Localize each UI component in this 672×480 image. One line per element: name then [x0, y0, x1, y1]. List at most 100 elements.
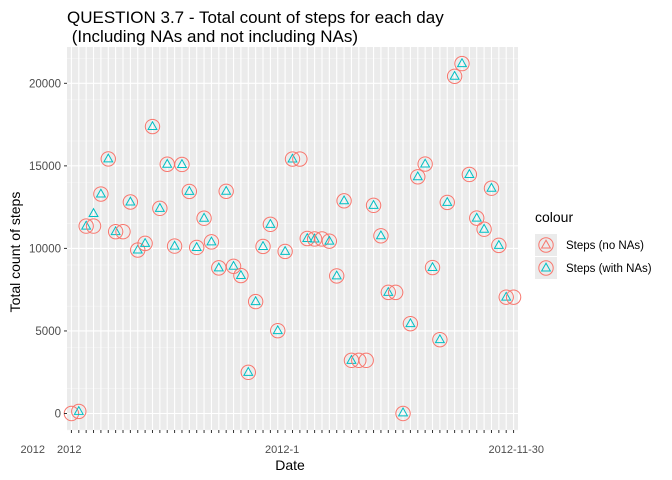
data-point-no-nas: [314, 231, 330, 247]
data-point-no-nas: [365, 197, 382, 214]
legend-triangle-marker: [540, 262, 552, 272]
data-point-no-nas: [329, 268, 345, 284]
data-point-no-nas: [270, 322, 286, 339]
legend-circle-marker: [538, 260, 554, 276]
data-point-with-nas: [206, 236, 217, 246]
data-point-with-nas: [309, 233, 320, 243]
data-point-no-nas: [152, 200, 168, 217]
data-point-no-nas: [417, 156, 433, 172]
data-point-with-nas: [272, 324, 284, 335]
y-tick-label: 20000: [29, 78, 61, 90]
data-point-no-nas: [218, 183, 234, 199]
y-tick-label: 5000: [35, 326, 61, 338]
data-point-no-nas: [262, 216, 279, 233]
data-point-with-nas: [500, 291, 512, 301]
data-point-no-nas: [461, 166, 478, 183]
data-point-no-nas: [410, 169, 426, 185]
data-point-with-nas: [464, 168, 475, 178]
data-point-with-nas: [73, 405, 85, 415]
legend-title: colour: [535, 209, 573, 225]
data-point-no-nas: [233, 267, 249, 284]
data-point-with-nas: [427, 261, 438, 272]
data-point-no-nas: [469, 210, 485, 226]
data-point-no-nas: [395, 405, 411, 422]
data-point-with-nas: [139, 237, 151, 247]
data-point-no-nas: [203, 234, 220, 250]
data-point-no-nas: [505, 289, 522, 305]
data-point-no-nas: [351, 352, 367, 369]
data-point-no-nas: [137, 235, 153, 252]
data-point-with-nas: [301, 232, 313, 242]
data-point-no-nas: [483, 180, 500, 196]
data-point-with-nas: [383, 286, 394, 296]
data-point-no-nas: [446, 68, 463, 84]
data-point-with-nas: [405, 317, 416, 328]
data-point-with-nas: [441, 196, 453, 206]
chart-title-line1: QUESTION 3.7 - Total count of steps for …: [67, 8, 444, 27]
x-tick-label: 2012-11-30: [489, 444, 544, 456]
data-point-with-nas: [220, 185, 232, 195]
data-point-no-nas: [255, 238, 271, 255]
y-tick-label: 10000: [29, 243, 61, 255]
data-point-with-nas: [147, 120, 158, 131]
data-point-with-nas: [257, 240, 269, 250]
data-point-no-nas: [196, 210, 212, 226]
data-point-with-nas: [478, 223, 490, 233]
data-point-with-nas: [471, 212, 482, 222]
y-axis-title: Total count of steps: [7, 192, 23, 313]
legend-triangle-marker: [540, 239, 552, 249]
data-point-with-nas: [154, 202, 166, 212]
data-point-with-nas: [125, 196, 136, 206]
data-point-with-nas: [449, 70, 460, 80]
data-point-with-nas: [169, 240, 180, 250]
data-point-no-nas: [277, 243, 293, 260]
y-tick-label: 15000: [29, 161, 61, 173]
data-point-no-nas: [358, 352, 374, 369]
data-point-no-nas: [439, 194, 455, 211]
data-point-no-nas: [166, 238, 183, 254]
data-point-with-nas: [368, 199, 379, 209]
data-point-no-nas: [93, 186, 109, 202]
data-point-no-nas: [424, 259, 441, 276]
data-point-with-nas: [419, 158, 431, 168]
data-point-with-nas: [103, 153, 114, 163]
data-point-with-nas: [397, 406, 409, 417]
data-point-with-nas: [456, 57, 468, 68]
data-point-no-nas: [100, 151, 116, 167]
x-axis-title: Date: [275, 457, 305, 473]
data-point-with-nas: [265, 218, 276, 228]
data-point-with-nas: [88, 207, 99, 217]
data-point-no-nas: [476, 221, 492, 237]
data-point-with-nas: [486, 182, 497, 192]
data-point-with-nas: [161, 158, 173, 168]
data-point-with-nas: [346, 354, 357, 364]
data-point-no-nas: [188, 239, 205, 256]
data-point-no-nas: [122, 194, 139, 210]
x-tick-label: 2012-1: [265, 444, 299, 456]
data-point-with-nas: [250, 295, 261, 306]
legend-label: Steps (with NAs): [566, 263, 652, 275]
data-point-with-nas: [110, 225, 121, 236]
data-point-no-nas: [321, 233, 338, 249]
data-point-no-nas: [211, 260, 227, 276]
data-point-with-nas: [176, 158, 188, 168]
data-point-no-nas: [454, 55, 470, 72]
data-point-no-nas: [380, 284, 397, 301]
data-point-with-nas: [95, 188, 107, 198]
x-tick-label: 2012: [57, 444, 81, 456]
data-point-with-nas: [235, 269, 247, 280]
data-point-no-nas: [144, 118, 161, 135]
data-point-no-nas: [115, 223, 131, 240]
data-point-with-nas: [191, 241, 202, 251]
chart-title-line2: (Including NAs and not including NAs): [67, 27, 358, 46]
data-point-with-nas: [80, 220, 92, 230]
data-point-with-nas: [279, 245, 291, 255]
legend-label: Steps (no NAs): [566, 240, 644, 252]
data-point-no-nas: [78, 218, 94, 234]
data-point-no-nas: [85, 218, 102, 234]
legend-circle-marker: [538, 237, 554, 253]
data-point-with-nas: [228, 260, 239, 270]
data-point-with-nas: [331, 270, 342, 280]
y-tick-label: 0: [55, 408, 61, 420]
